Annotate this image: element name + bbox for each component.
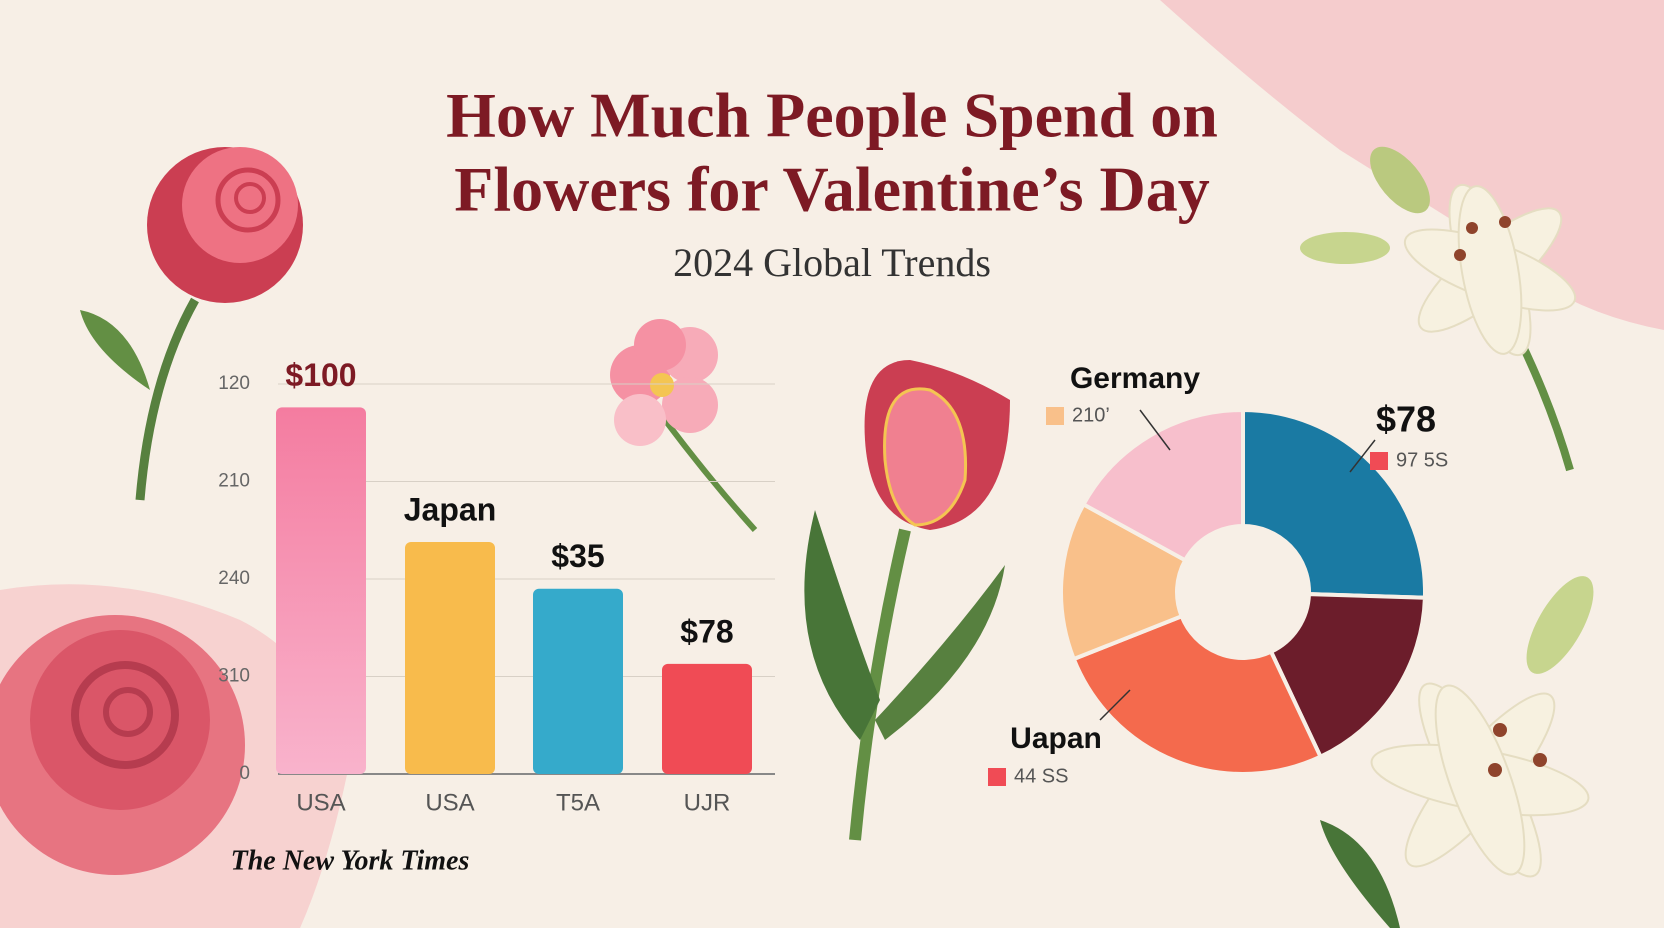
donut-label: Uapan bbox=[1010, 722, 1102, 755]
bar bbox=[276, 407, 366, 774]
donut-segment bbox=[1071, 613, 1324, 776]
legend-swatch bbox=[988, 768, 1006, 786]
bar-label: $78 bbox=[680, 613, 733, 649]
y-tick-label: 210 bbox=[218, 471, 250, 492]
donut-note: 97 5S bbox=[1396, 449, 1448, 471]
donut-note: 210’ bbox=[1072, 404, 1110, 426]
source-logo: The New York Times bbox=[231, 845, 470, 876]
bar-label: $35 bbox=[551, 538, 604, 574]
donut-segment bbox=[1059, 501, 1188, 662]
y-tick-label: 120 bbox=[218, 373, 250, 394]
donut-note: 44 SS bbox=[1014, 765, 1068, 787]
leader-line bbox=[1349, 439, 1376, 473]
x-tick-label: USA bbox=[425, 789, 474, 816]
donut-segment bbox=[1268, 592, 1427, 760]
x-tick-label: UJR bbox=[684, 789, 731, 816]
bar-label: $100 bbox=[285, 357, 356, 393]
legend-swatch bbox=[1370, 452, 1388, 470]
donut-segment bbox=[1241, 407, 1427, 600]
x-tick-label: USA bbox=[296, 789, 345, 816]
subtitle: 2024 Global Trends bbox=[673, 240, 991, 285]
bar bbox=[662, 663, 752, 774]
y-tick-label: 0 bbox=[239, 763, 250, 784]
donut-label: $78 bbox=[1376, 399, 1436, 440]
y-tick-label: 310 bbox=[218, 666, 250, 687]
title: How Much People Spend on bbox=[446, 80, 1218, 151]
x-tick-label: T5A bbox=[556, 789, 600, 816]
donut-segment bbox=[1080, 407, 1245, 563]
leader-line bbox=[1099, 689, 1131, 721]
bar-label: Japan bbox=[404, 491, 496, 527]
y-tick-label: 240 bbox=[218, 568, 250, 589]
legend-swatch bbox=[1046, 407, 1064, 425]
leader-line bbox=[1139, 409, 1171, 451]
donut-label: Germany bbox=[1070, 362, 1200, 395]
title: Flowers for Valentine’s Day bbox=[454, 154, 1210, 225]
bar bbox=[533, 588, 623, 774]
bar bbox=[405, 541, 495, 774]
